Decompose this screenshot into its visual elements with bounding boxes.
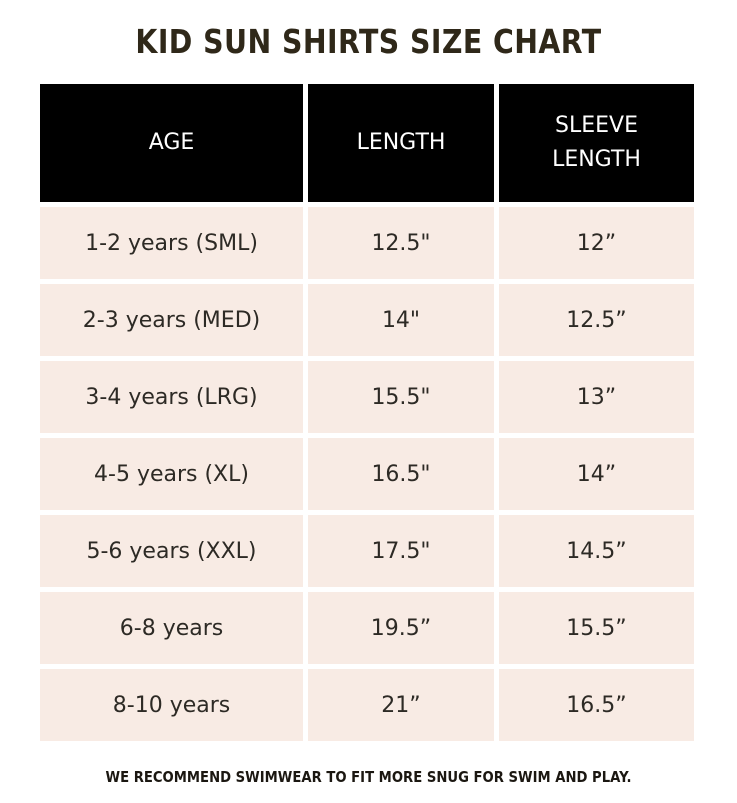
table-cell-age: 2-3 years (MED)	[40, 284, 303, 356]
table-cell-sleeve-length: 12”	[499, 207, 694, 279]
size-chart-table: AGE LENGTH SLEEVE LENGTH 1-2 years (SML)…	[40, 84, 694, 741]
table-cell-age: 3-4 years (LRG)	[40, 361, 303, 433]
table-cell-age: 6-8 years	[40, 592, 303, 664]
table-cell-length: 21”	[308, 669, 494, 741]
fit-recommendation-note: WE RECOMMEND SWIMWEAR TO FIT MORE SNUG F…	[105, 768, 632, 786]
column-header-length: LENGTH	[308, 84, 494, 202]
table-cell-sleeve-length: 15.5”	[499, 592, 694, 664]
table-cell-sleeve-length: 14.5”	[499, 515, 694, 587]
table-cell-sleeve-length: 13”	[499, 361, 694, 433]
table-cell-length: 16.5"	[308, 438, 494, 510]
table-cell-length: 12.5"	[308, 207, 494, 279]
table-cell-length: 15.5"	[308, 361, 494, 433]
table-cell-sleeve-length: 12.5”	[499, 284, 694, 356]
table-cell-age: 1-2 years (SML)	[40, 207, 303, 279]
column-header-age: AGE	[40, 84, 303, 202]
table-cell-length: 14"	[308, 284, 494, 356]
table-cell-age: 4-5 years (XL)	[40, 438, 303, 510]
table-cell-sleeve-length: 16.5”	[499, 669, 694, 741]
column-header-sleeve-length: SLEEVE LENGTH	[499, 84, 694, 202]
table-cell-sleeve-length: 14”	[499, 438, 694, 510]
table-cell-length: 17.5"	[308, 515, 494, 587]
column-header-label: AGE	[148, 130, 195, 155]
table-cell-age: 5-6 years (XXL)	[40, 515, 303, 587]
page-title: KID SUN SHIRTS SIZE CHART	[135, 22, 602, 61]
table-cell-age: 8-10 years	[40, 669, 303, 741]
table-cell-length: 19.5”	[308, 592, 494, 664]
column-header-label: LENGTH	[356, 130, 446, 155]
column-header-label: SLEEVE LENGTH	[552, 113, 641, 172]
